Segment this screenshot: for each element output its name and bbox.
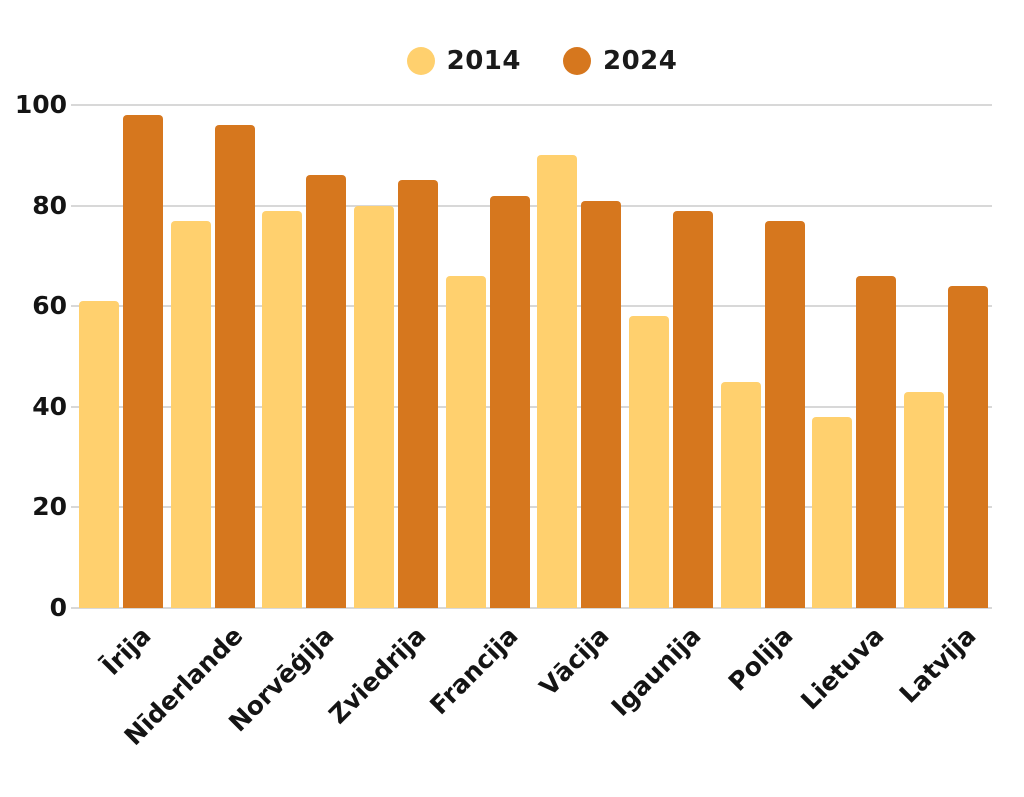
- x-tick-label-Igaunija: Igaunija: [605, 621, 707, 722]
- bar-Nīderlande-2024: [214, 125, 255, 608]
- chart-legend: 2014 2024: [30, 46, 1024, 76]
- bar-groups: [75, 105, 992, 608]
- bar-Zviedrija-2024: [397, 180, 438, 608]
- bar-Nīderlande-2014: [170, 220, 211, 608]
- bar-Polija-2014: [720, 381, 761, 608]
- bar-Latvija-2024: [948, 286, 989, 608]
- legend-swatch-icon: [563, 47, 591, 75]
- bar-group-Latvija: [900, 105, 992, 608]
- gridline-80: [71, 204, 992, 207]
- bar-Zviedrija-2014: [353, 205, 394, 608]
- gridline-0: [71, 607, 992, 609]
- y-tick-label-80: 80: [32, 190, 67, 220]
- bar-Vācija-2014: [537, 155, 578, 608]
- bar-Īrija-2014: [78, 301, 119, 608]
- gridline-20: [71, 506, 992, 509]
- bar-group-Nīderlande: [167, 105, 259, 608]
- x-tick-label-Nīderlande: Nīderlande: [118, 621, 249, 751]
- bar-Igaunija-2024: [673, 210, 714, 608]
- bar-group-Īrija: [75, 105, 167, 608]
- bar-group-Zviedrija: [350, 105, 442, 608]
- bar-chart-canvas: 2014 2024 0 20 40 60 80 100 Īrija Nīderlande Nor…: [0, 0, 1024, 768]
- bar-Latvija-2014: [904, 391, 945, 608]
- y-tick-label-40: 40: [32, 391, 67, 421]
- bar-group-Igaunija: [625, 105, 717, 608]
- bar-group-Norvēģija: [258, 105, 350, 608]
- gridline-60: [71, 305, 992, 308]
- bar-Norvēģija-2014: [262, 210, 303, 608]
- legend-label: 2014: [446, 46, 521, 76]
- y-tick-label-100: 100: [14, 90, 67, 119]
- bar-group-Polija: [717, 105, 809, 608]
- gridline-100: [71, 104, 992, 106]
- x-tick-label-Polija: Polija: [722, 621, 799, 697]
- bar-Polija-2024: [764, 220, 805, 608]
- bar-Īrija-2024: [122, 115, 163, 608]
- bar-Francija-2024: [489, 195, 530, 608]
- bar-Lietuva-2014: [812, 416, 853, 608]
- legend-item-2014: 2014: [406, 46, 521, 76]
- bar-Vācija-2024: [581, 200, 622, 608]
- x-tick-label-Zviedrija: Zviedrija: [323, 621, 432, 730]
- legend-label: 2024: [603, 46, 678, 76]
- x-tick-label-Francija: Francija: [423, 621, 524, 721]
- x-tick-label-Norvēģija: Norvēģija: [223, 621, 340, 738]
- gridline-40: [71, 405, 992, 408]
- bar-Igaunija-2014: [629, 316, 670, 608]
- y-axis: 0 20 40 60 80 100: [0, 0, 67, 768]
- bar-Francija-2014: [445, 276, 486, 608]
- y-tick-label-60: 60: [32, 291, 67, 321]
- x-tick-label-Lietuva: Lietuva: [795, 621, 890, 716]
- bar-group-Francija: [442, 105, 534, 608]
- legend-swatch-icon: [406, 47, 435, 75]
- bar-group-Vācija: [534, 105, 626, 608]
- x-tick-label-Vācija: Vācija: [534, 621, 615, 702]
- bar-Lietuva-2024: [856, 276, 897, 608]
- bar-Norvēģija-2024: [306, 175, 347, 608]
- y-tick-label-20: 20: [32, 492, 67, 522]
- plot-area: [71, 104, 992, 609]
- x-tick-label-Latvija: Latvija: [893, 621, 982, 709]
- y-tick-label-0: 0: [49, 593, 67, 622]
- legend-item-2024: 2024: [563, 46, 677, 76]
- bar-group-Lietuva: [809, 105, 901, 608]
